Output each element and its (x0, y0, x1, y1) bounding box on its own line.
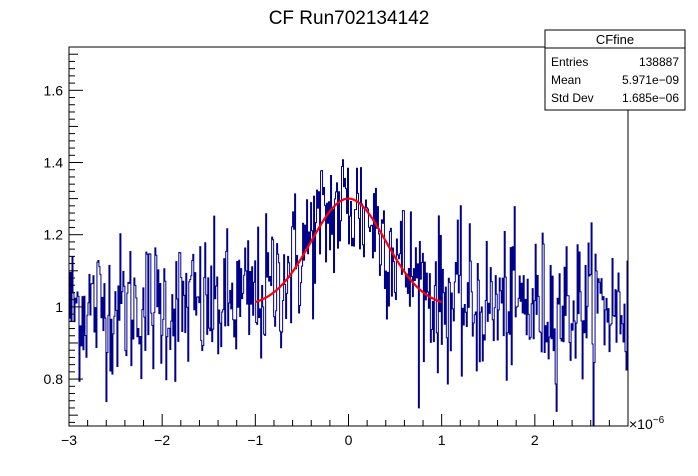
x-tick-label: 2 (531, 432, 539, 448)
x-tick-label: −3 (61, 432, 77, 448)
y-tick-label: 1.6 (44, 82, 64, 98)
x-axis: −3 −2 −1 0 1 2 (61, 414, 629, 448)
x-tick-label: −2 (154, 432, 170, 448)
x-tick-label: 0 (345, 432, 353, 448)
x-tick-label: −1 (247, 432, 263, 448)
y-tick-label: 1.2 (44, 227, 64, 243)
y-tick-label: 1 (55, 299, 63, 315)
x-tick-label: 1 (438, 432, 446, 448)
y-tick-label: 0.8 (44, 371, 64, 387)
stats-entries-label: Entries (551, 55, 588, 69)
stats-box: CFfine Entries 138887 Mean 5.971e−09 Std… (544, 29, 686, 111)
stats-mean-value: 5.971e−09 (622, 73, 679, 87)
stats-entries-value: 138887 (639, 55, 679, 69)
chart-title: CF Run702134142 (269, 8, 430, 29)
y-axis: 0.8 1 1.2 1.4 1.6 (44, 46, 83, 423)
stats-mean-label: Mean (551, 73, 581, 87)
x-axis-exponent: ×10−6 (629, 415, 665, 432)
stats-stddev-value: 1.685e−06 (622, 91, 679, 105)
stats-box-frame (544, 29, 686, 111)
stats-box-title: CFfine (596, 32, 634, 47)
histogram-series (69, 159, 628, 427)
y-tick-label: 1.4 (44, 155, 64, 171)
histogram-line (69, 159, 628, 427)
stats-stddev-label: Std Dev (551, 91, 594, 105)
fit-curve (254, 197, 443, 304)
fit-series (254, 197, 443, 304)
